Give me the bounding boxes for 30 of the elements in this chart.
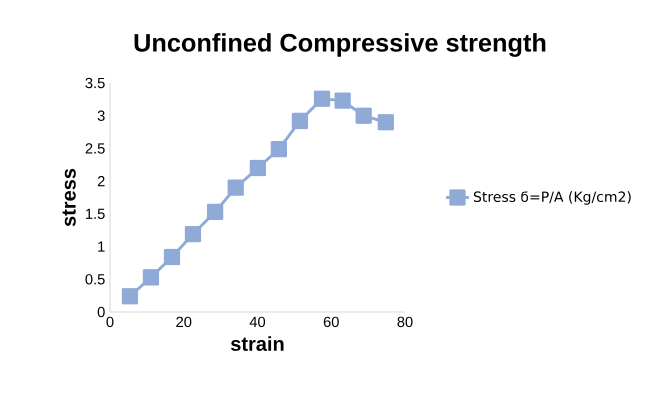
point	[164, 248, 180, 266]
point	[378, 114, 394, 130]
point	[292, 112, 308, 130]
x-axis-title: strain	[230, 336, 284, 351]
y-tick-label: 1	[98, 242, 105, 252]
point	[250, 160, 266, 176]
point	[270, 140, 288, 158]
x-tick-label: 80	[397, 316, 413, 328]
y-tick-label: 2	[98, 176, 105, 186]
x-tick-label: 20	[176, 316, 192, 328]
point	[142, 269, 160, 286]
y-tick-label: 0	[98, 306, 105, 318]
legend-label: Stress ϭ=P/A (Kg/cm2)	[474, 191, 631, 205]
y-axis-title: stress	[62, 168, 76, 226]
point	[334, 92, 351, 109]
y-tick-label: 0.5	[85, 274, 105, 284]
y-tick-label: 3	[98, 110, 105, 121]
chart-title: Unconfined Compressive strength	[134, 33, 546, 57]
y-tick-label: 1.5	[86, 208, 105, 219]
point	[122, 288, 138, 304]
point	[206, 204, 224, 220]
point	[314, 90, 330, 107]
point	[356, 108, 372, 124]
point	[228, 180, 244, 196]
y-tick-label: 3.5	[85, 78, 105, 88]
x-tick-label: 40	[250, 316, 266, 328]
x-tick-label: 0	[106, 316, 114, 328]
point	[184, 226, 202, 242]
y-tick-label: 2.5	[86, 143, 105, 154]
x-tick-label: 60	[324, 316, 339, 328]
